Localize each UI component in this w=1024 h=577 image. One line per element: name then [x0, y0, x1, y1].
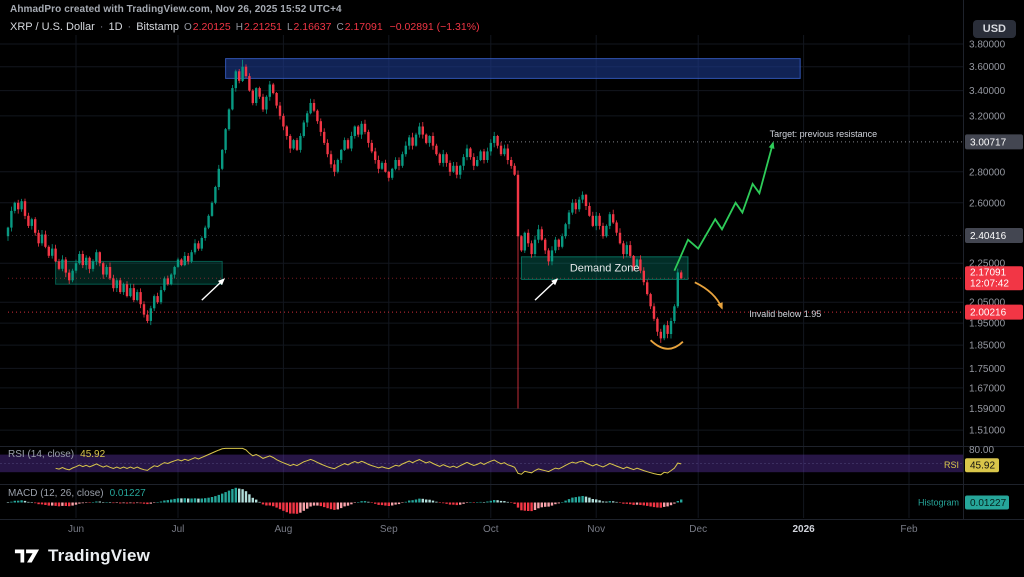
- footer-bar: TradingView: [14, 546, 150, 566]
- svg-text:2.60000: 2.60000: [969, 198, 1006, 209]
- svg-text:Histogram: Histogram: [918, 498, 959, 508]
- interval-label[interactable]: 1D: [108, 21, 123, 33]
- ohlc-high: H2.21251: [235, 21, 282, 33]
- svg-text:1.85000: 1.85000: [969, 341, 1006, 352]
- annotation-text: Invalid below 1.95: [749, 309, 821, 319]
- currency-toggle-button[interactable]: USD: [972, 20, 1016, 38]
- main-chart[interactable]: Demand Zone Target: previous resistance In…: [0, 0, 1024, 540]
- svg-text:80.00: 80.00: [969, 445, 994, 456]
- svg-text:2026: 2026: [792, 524, 815, 535]
- price-badge: 3.00717: [965, 134, 1023, 150]
- svg-text:2.05000: 2.05000: [969, 298, 1006, 309]
- demand-zone: [520, 256, 689, 280]
- svg-text:Nov: Nov: [587, 524, 605, 535]
- price-change: −0.02891 (−1.31%): [389, 21, 480, 33]
- macd-value: 0.01227: [109, 488, 146, 499]
- svg-text:1.67000: 1.67000: [969, 383, 1006, 394]
- svg-text:3.40000: 3.40000: [969, 86, 1006, 97]
- svg-text:0.01227: 0.01227: [970, 498, 1007, 509]
- rsi-legend: RSI (14, close) 45.92: [8, 449, 105, 460]
- svg-text:Jul: Jul: [172, 524, 185, 535]
- price-badge: 2.00216: [965, 304, 1023, 320]
- tradingview-logo-icon[interactable]: [14, 546, 40, 566]
- svg-text:RSI: RSI: [944, 460, 959, 470]
- svg-text:Jun: Jun: [68, 524, 84, 535]
- demand-zone-left: [55, 260, 223, 285]
- legend-separator: ·: [99, 21, 104, 33]
- svg-text:Feb: Feb: [900, 524, 918, 535]
- symbol-title[interactable]: XRP / U.S. Dollar: [10, 21, 95, 33]
- exchange-label[interactable]: Bitstamp: [136, 21, 179, 33]
- projection-zigzag: [673, 141, 775, 272]
- svg-text:Sep: Sep: [380, 524, 398, 535]
- svg-text:1.95000: 1.95000: [969, 319, 1006, 330]
- svg-text:2.17091: 2.17091: [970, 268, 1007, 279]
- rsi-title[interactable]: RSI (14, close): [8, 449, 75, 460]
- svg-text:2.00216: 2.00216: [970, 308, 1007, 319]
- yellow-arc: [649, 339, 684, 350]
- svg-text:3.00717: 3.00717: [970, 137, 1007, 148]
- svg-text:Oct: Oct: [483, 524, 499, 535]
- svg-text:2.25000: 2.25000: [969, 259, 1006, 270]
- rsi-value: 45.92: [80, 449, 106, 460]
- attribution-text: AhmadPro created with TradingView.com, N…: [10, 4, 342, 15]
- legend-separator: ·: [127, 21, 132, 33]
- svg-text:12:07:42: 12:07:42: [970, 279, 1009, 290]
- axes: 3.80000 3.60000 3.40000 3.20000 2.80000 2.600…: [68, 40, 1023, 535]
- svg-text:2.80000: 2.80000: [969, 167, 1006, 178]
- candles: [6, 59, 683, 409]
- price-badge: 2.40416: [965, 228, 1023, 243]
- svg-text:3.60000: 3.60000: [969, 62, 1006, 73]
- ohlc-low: L2.16637: [286, 21, 332, 33]
- ohlc-open: O2.20125: [183, 21, 231, 33]
- white-arrow-left: [201, 278, 225, 301]
- svg-text:Dec: Dec: [689, 524, 707, 535]
- symbol-legend: XRP / U.S. Dollar · 1D · Bitstamp O2.201…: [10, 21, 480, 33]
- ohlc-close: C2.17091: [336, 21, 383, 33]
- yellow-arrow: [694, 281, 723, 310]
- white-arrow-mid: [534, 278, 559, 301]
- svg-text:Aug: Aug: [275, 524, 293, 535]
- level-label: Target: previous resistance: [770, 129, 878, 139]
- macd-histogram: [6, 487, 683, 514]
- svg-text:2.40416: 2.40416: [970, 231, 1007, 242]
- svg-text:3.80000: 3.80000: [969, 40, 1006, 51]
- svg-text:45.92: 45.92: [970, 461, 995, 472]
- svg-text:3.20000: 3.20000: [969, 111, 1006, 122]
- rsi-line: [55, 447, 682, 476]
- svg-text:1.51000: 1.51000: [969, 426, 1006, 437]
- macd-legend: MACD (12, 26, close) 0.01227: [8, 488, 146, 499]
- resistance-zone: [225, 58, 801, 79]
- zone-label: Demand Zone: [570, 263, 640, 275]
- brand-name[interactable]: TradingView: [48, 546, 151, 565]
- svg-text:1.59000: 1.59000: [969, 404, 1006, 415]
- svg-text:1.75000: 1.75000: [969, 364, 1006, 375]
- macd-title[interactable]: MACD (12, 26, close): [8, 488, 104, 499]
